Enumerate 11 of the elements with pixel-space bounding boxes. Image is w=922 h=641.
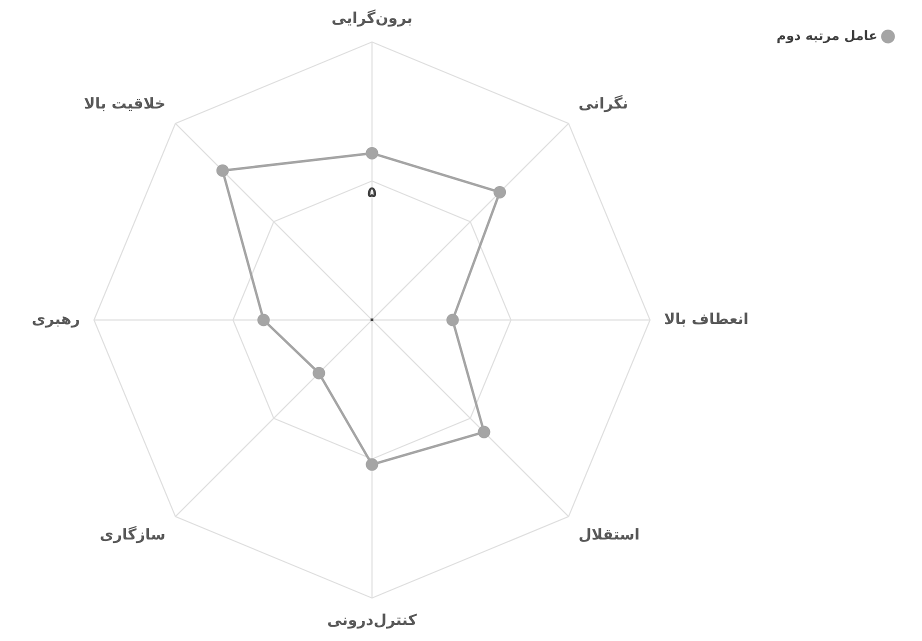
spoke-label: برون‌گرایی [331,8,413,27]
spoke-label: سازگاری [100,525,166,544]
spoke-label: استقلال [578,525,640,544]
spoke-label: کنترل‌درونی [327,610,418,629]
y-tick-label: ۵ [367,182,377,201]
legend-label: عامل مرتبه دوم [776,28,878,44]
spoke-label: خلاقیت بالا [84,94,166,112]
spoke-label: انعطاف بالا [664,310,749,328]
y-tick-label: ۰ [367,310,377,328]
spoke-label: رهبری [32,310,80,328]
spoke-label: نگرانی [578,94,628,112]
